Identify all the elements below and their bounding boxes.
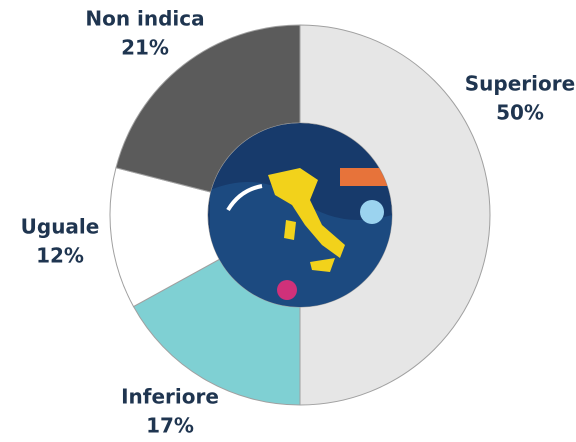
- slice-label: Uguale: [21, 215, 100, 239]
- slice-label: Inferiore: [121, 385, 219, 409]
- slice-value: 21%: [121, 36, 169, 60]
- slice-value: 12%: [36, 244, 84, 268]
- slice-value: 17%: [146, 414, 194, 438]
- slice-label: Superiore: [465, 72, 575, 96]
- slice-label: Non indica: [85, 7, 204, 31]
- slices: [109, 24, 491, 406]
- center-map: [208, 123, 392, 307]
- slice-value: 50%: [496, 101, 544, 125]
